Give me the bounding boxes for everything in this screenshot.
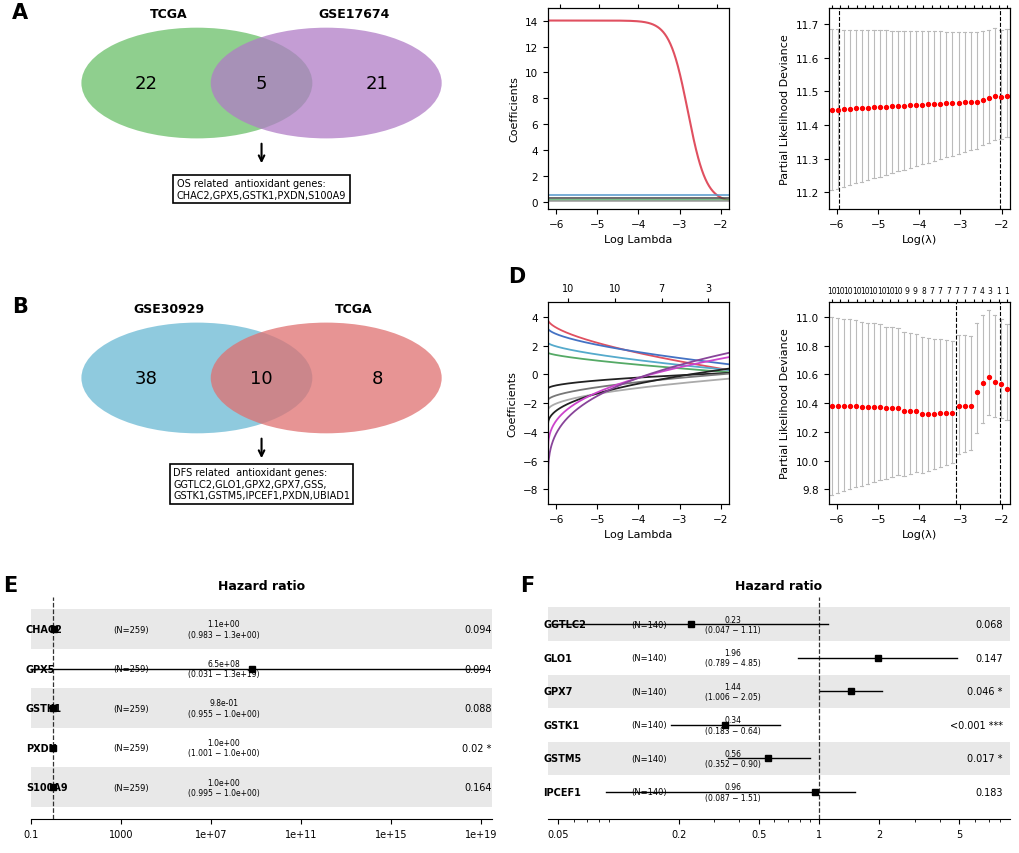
Text: 0.147: 0.147 <box>974 653 1002 663</box>
Bar <box>547 775 1009 809</box>
Title: Hazard ratio: Hazard ratio <box>735 579 821 592</box>
Text: 0.164: 0.164 <box>464 782 491 792</box>
Y-axis label: Coefficients: Coefficients <box>508 76 519 142</box>
Y-axis label: Coefficients: Coefficients <box>506 371 517 437</box>
Text: 21: 21 <box>365 75 388 93</box>
Text: 0.046 *: 0.046 * <box>966 687 1002 697</box>
Text: (N=140): (N=140) <box>631 787 666 797</box>
Text: 1.44
(1.006 − 2.05): 1.44 (1.006 − 2.05) <box>704 682 760 701</box>
Ellipse shape <box>82 323 312 434</box>
Text: (N=259): (N=259) <box>114 624 149 634</box>
Text: GGTLC2: GGTLC2 <box>543 619 586 630</box>
Y-axis label: Partial Likelihood Deviance: Partial Likelihood Deviance <box>780 328 790 479</box>
Text: 10: 10 <box>250 369 273 387</box>
Text: 1.0e+00
(0.995 − 1.0e+00): 1.0e+00 (0.995 − 1.0e+00) <box>187 778 259 797</box>
Text: (N=140): (N=140) <box>631 721 666 729</box>
Text: 38: 38 <box>135 369 157 387</box>
Text: GSE30929: GSE30929 <box>133 303 205 316</box>
Text: (N=259): (N=259) <box>114 783 149 792</box>
Text: 1.0e+00
(1.001 − 1.0e+00): 1.0e+00 (1.001 − 1.0e+00) <box>187 738 259 757</box>
Text: GLO1: GLO1 <box>543 653 572 663</box>
Text: GSTM5: GSTM5 <box>543 753 581 763</box>
Text: 0.56
(0.352 − 0.90): 0.56 (0.352 − 0.90) <box>704 749 760 769</box>
Text: 0.183: 0.183 <box>974 787 1002 797</box>
Bar <box>547 641 1009 675</box>
Text: 0.094: 0.094 <box>464 664 491 674</box>
Text: 6.5e+08
(0.031 − 1.3e+19): 6.5e+08 (0.031 − 1.3e+19) <box>187 659 259 678</box>
Bar <box>547 675 1009 708</box>
Text: 0.34
(0.183 − 0.64): 0.34 (0.183 − 0.64) <box>704 716 760 734</box>
Text: 0.017 *: 0.017 * <box>966 753 1002 763</box>
Ellipse shape <box>82 29 312 139</box>
Text: (N=259): (N=259) <box>114 664 149 673</box>
Text: D: D <box>507 267 525 287</box>
Text: (N=259): (N=259) <box>114 704 149 713</box>
Text: (N=259): (N=259) <box>114 743 149 752</box>
Bar <box>31 728 492 768</box>
Bar <box>31 610 492 649</box>
Text: F: F <box>520 576 534 595</box>
Text: A: A <box>12 3 29 22</box>
Text: IPCEF1: IPCEF1 <box>543 787 581 797</box>
Text: (N=140): (N=140) <box>631 687 666 696</box>
Text: 1.96
(0.789 − 4.85): 1.96 (0.789 − 4.85) <box>704 648 760 668</box>
Text: 0.96
(0.087 − 1.51): 0.96 (0.087 − 1.51) <box>704 782 760 802</box>
Text: <0.001 ***: <0.001 *** <box>949 720 1002 730</box>
Text: 0.094: 0.094 <box>464 624 491 635</box>
Bar <box>31 688 492 728</box>
Text: B: B <box>12 297 28 317</box>
Text: (N=140): (N=140) <box>631 754 666 763</box>
Text: 0.068: 0.068 <box>974 619 1002 630</box>
Bar <box>31 649 492 688</box>
Text: GSTK1: GSTK1 <box>543 720 579 730</box>
Text: OS related  antioxidant genes:
CHAC2,GPX5,GSTK1,PXDN,S100A9: OS related antioxidant genes: CHAC2,GPX5… <box>176 179 345 200</box>
Text: GSE17674: GSE17674 <box>318 9 389 21</box>
X-axis label: Log Lambda: Log Lambda <box>603 235 672 245</box>
Text: (N=140): (N=140) <box>631 620 666 629</box>
Text: CHAC2: CHAC2 <box>25 624 63 635</box>
Text: DFS related  antioxidant genes:
GGTLC2,GLO1,GPX2,GPX7,GSS,
GSTK1,GSTM5,IPCEF1,PX: DFS related antioxidant genes: GGTLC2,GL… <box>173 467 350 501</box>
Text: E: E <box>3 576 17 595</box>
Text: 5: 5 <box>256 75 267 93</box>
Text: S100A9: S100A9 <box>25 782 67 792</box>
Text: GPX7: GPX7 <box>543 687 572 697</box>
Text: TCGA: TCGA <box>150 9 187 21</box>
Ellipse shape <box>211 323 441 434</box>
Bar <box>31 768 492 807</box>
Text: 22: 22 <box>135 75 157 93</box>
Text: PXDN: PXDN <box>25 743 57 753</box>
X-axis label: Log(λ): Log(λ) <box>901 235 935 245</box>
Text: GSTK1: GSTK1 <box>25 703 62 713</box>
Bar <box>547 708 1009 742</box>
Text: (N=140): (N=140) <box>631 653 666 663</box>
Text: 0.088: 0.088 <box>464 703 491 713</box>
Bar <box>547 607 1009 641</box>
Text: 0.23
(0.047 − 1.11): 0.23 (0.047 − 1.11) <box>704 615 760 634</box>
Bar <box>547 742 1009 775</box>
Text: TCGA: TCGA <box>335 303 372 316</box>
Text: 9.8e-01
(0.955 − 1.0e+00): 9.8e-01 (0.955 − 1.0e+00) <box>187 699 259 718</box>
Y-axis label: Partial Likelihood Deviance: Partial Likelihood Deviance <box>780 34 790 184</box>
Title: Hazard ratio: Hazard ratio <box>218 579 305 592</box>
Text: GPX5: GPX5 <box>25 664 55 674</box>
Text: 0.02 *: 0.02 * <box>462 743 491 753</box>
Ellipse shape <box>211 29 441 139</box>
Text: 8: 8 <box>371 369 382 387</box>
X-axis label: Log(λ): Log(λ) <box>901 530 935 539</box>
Text: 1.1e+00
(0.983 − 1.3e+00): 1.1e+00 (0.983 − 1.3e+00) <box>187 619 259 639</box>
X-axis label: Log Lambda: Log Lambda <box>603 530 672 539</box>
